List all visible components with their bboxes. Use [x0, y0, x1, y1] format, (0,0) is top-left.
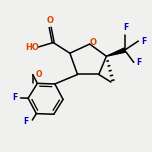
Text: F: F [141, 36, 146, 46]
Polygon shape [106, 48, 125, 56]
Text: F: F [123, 23, 128, 32]
Text: O: O [47, 16, 54, 25]
Text: F: F [12, 93, 17, 102]
Text: O: O [90, 38, 97, 47]
Text: F: F [136, 58, 142, 67]
Text: O: O [35, 70, 42, 79]
Text: HO: HO [26, 43, 40, 52]
Text: F: F [24, 117, 29, 126]
